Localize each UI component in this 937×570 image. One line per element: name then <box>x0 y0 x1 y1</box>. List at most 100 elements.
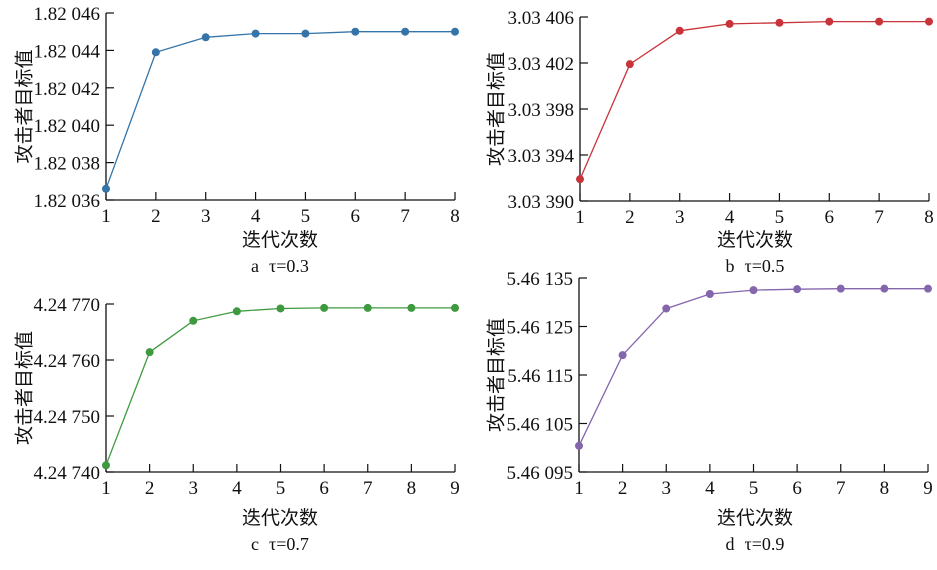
data-point <box>662 304 671 313</box>
x-tick-label: 6 <box>319 478 329 499</box>
y-axis-label: 攻击者目标值 <box>14 331 36 445</box>
data-point <box>151 48 160 57</box>
y-tick-label: 3.03 402 <box>508 54 575 75</box>
caption-parameter: τ=0.5 <box>745 256 785 276</box>
y-tick-label: 5.46 115 <box>507 366 573 387</box>
subplot-c: 4.24 740 4.24 750 4.24 760 4.24 770 1 2 3 4 5 6 7 8… <box>14 295 460 554</box>
subplot-caption: d τ=0.9 <box>726 534 785 554</box>
y-axis-label: 攻击者目标值 <box>14 49 36 163</box>
x-tick-label: 3 <box>662 478 672 499</box>
x-axis-label: 迭代次数 <box>717 507 793 529</box>
x-tick-label: 8 <box>924 207 934 228</box>
x-tick-label: 2 <box>151 206 161 227</box>
x-tick-label: 2 <box>145 478 155 499</box>
data-point <box>351 27 360 36</box>
y-tick-label: 1.82 038 <box>34 154 101 175</box>
data-point <box>925 17 933 26</box>
data-point <box>407 303 416 312</box>
x-tick-label: 5 <box>276 478 286 499</box>
subplot-caption: c τ=0.7 <box>251 534 309 554</box>
data-point <box>201 33 210 42</box>
data-point <box>102 461 110 470</box>
x-tick-label: 6 <box>351 206 361 227</box>
y-tick-label: 3.03 398 <box>508 100 575 121</box>
subplot-a: 1.82 036 1.82 038 1.82 040 1.82 042 1.82 044… <box>14 4 460 276</box>
data-point <box>363 303 372 312</box>
data-point <box>825 17 834 26</box>
x-tick-label: 7 <box>400 206 410 227</box>
x-tick-label: 1 <box>575 207 585 228</box>
data-point <box>705 290 714 299</box>
data-point <box>232 307 241 316</box>
x-tick-label: 3 <box>675 207 685 228</box>
x-tick-label: 4 <box>251 206 261 227</box>
x-tick-label: 8 <box>407 478 417 499</box>
data-point <box>675 26 684 35</box>
x-tick-label: 1 <box>574 478 584 499</box>
data-point <box>836 284 845 293</box>
y-tick-label: 4.24 760 <box>34 351 101 372</box>
x-tick-label: 7 <box>363 478 373 499</box>
y-axis-label: 攻击者目标值 <box>486 52 508 166</box>
y-tick-label: 3.03 390 <box>508 192 575 213</box>
x-tick-label: 6 <box>825 207 835 228</box>
x-tick-label: 4 <box>232 478 242 499</box>
x-tick-label: 5 <box>775 207 785 228</box>
subplot-b: 3.03 390 3.03 394 3.03 398 3.03 402 3.03 406… <box>486 8 934 276</box>
data-point <box>725 19 734 28</box>
data-point <box>625 60 634 69</box>
x-tick-label: 3 <box>201 206 211 227</box>
data-point <box>320 303 329 312</box>
y-tick-label: 5.46 135 <box>507 269 574 290</box>
x-tick-label: 5 <box>301 206 311 227</box>
y-tick-label: 3.03 394 <box>508 146 575 167</box>
data-point <box>875 17 884 26</box>
data-point <box>451 27 459 36</box>
data-point <box>793 285 802 294</box>
caption-letter: c <box>251 534 259 554</box>
y-axis-label: 攻击者目标值 <box>486 318 508 432</box>
y-tick-label: 4.24 740 <box>34 463 101 484</box>
series-line <box>578 288 928 447</box>
data-point <box>102 184 110 193</box>
y-tick-label: 5.46 105 <box>507 415 574 436</box>
x-tick-label: 9 <box>450 478 460 499</box>
x-axis-label: 迭代次数 <box>242 229 318 251</box>
data-point <box>618 351 627 360</box>
subplot-d: 5.46 095 5.46 105 5.46 115 5.46 125 5.46 135… <box>486 269 933 554</box>
caption-letter: b <box>726 256 735 276</box>
data-point <box>145 348 154 357</box>
data-point <box>924 284 932 293</box>
data-point <box>301 29 310 38</box>
series-line <box>105 307 455 466</box>
caption-letter: a <box>251 256 259 276</box>
x-tick-label: 1 <box>101 206 111 227</box>
data-point <box>576 175 584 184</box>
caption-parameter: τ=0.9 <box>745 534 785 554</box>
x-tick-label: 6 <box>792 478 802 499</box>
x-axis-label: 迭代次数 <box>717 229 793 251</box>
y-tick-label: 1.82 046 <box>34 4 101 25</box>
subplot-caption: b τ=0.5 <box>726 256 785 276</box>
series-line <box>579 20 929 180</box>
y-tick-label: 1.82 040 <box>34 116 101 137</box>
x-tick-label: 8 <box>450 206 460 227</box>
y-tick-label: 5.46 125 <box>507 318 574 339</box>
data-point <box>575 441 583 450</box>
data-point <box>775 18 784 27</box>
series-line <box>105 31 455 190</box>
y-tick-label: 5.46 095 <box>507 463 574 484</box>
data-point <box>880 284 889 293</box>
data-point <box>451 303 459 312</box>
x-tick-label: 7 <box>836 478 846 499</box>
x-axis-label: 迭代次数 <box>242 507 318 529</box>
x-tick-label: 5 <box>749 478 759 499</box>
caption-letter: d <box>726 534 735 554</box>
data-point <box>189 316 198 325</box>
data-point <box>401 27 410 36</box>
x-tick-label: 4 <box>705 478 715 499</box>
y-tick-label: 1.82 044 <box>34 41 101 62</box>
x-tick-label: 3 <box>189 478 199 499</box>
y-tick-label: 1.82 036 <box>34 191 101 212</box>
y-tick-label: 4.24 750 <box>34 407 101 428</box>
